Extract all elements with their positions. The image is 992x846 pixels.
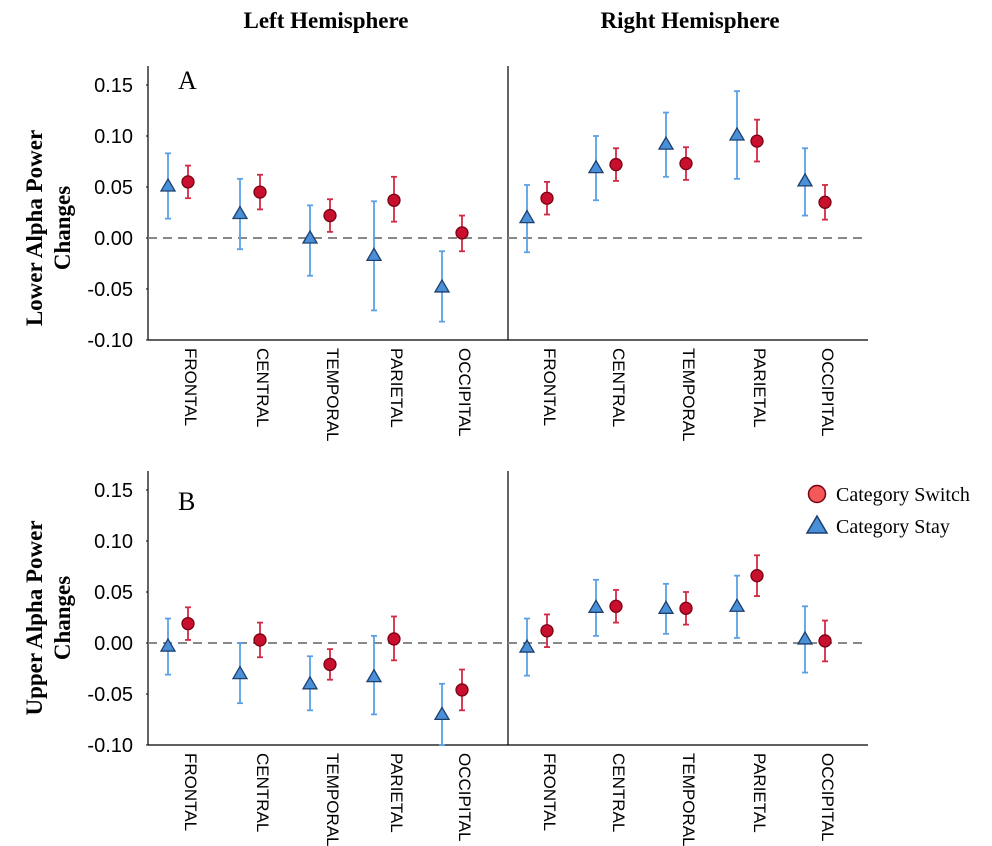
panel-a-ytick-label: -0.05 <box>87 279 133 301</box>
right-hemisphere-header: Right Hemisphere <box>600 8 779 33</box>
panel-a-left-switch-frontal-marker <box>181 175 195 189</box>
panel-a-left-xtick-occipital: OCCIPITAL <box>455 348 474 436</box>
panel-a-right-switch-temporal-marker <box>679 156 693 171</box>
panel-b-right-xtick-central: CENTRAL <box>609 753 628 832</box>
panel-a-left-stay-central-marker <box>231 205 249 220</box>
panel-b-left-xtick-occipital: OCCIPITAL <box>455 753 474 841</box>
legend-switch-marker <box>807 484 827 504</box>
panel-b-left-stay-parietal-marker <box>365 668 383 683</box>
panel-b-left-switch-occipital-marker <box>455 683 469 697</box>
panel-a-left-stay-parietal-marker <box>365 247 383 261</box>
panel-b-right-xtick-frontal: FRONTAL <box>540 753 559 831</box>
panel-b-right-xtick-temporal: TEMPORAL <box>679 753 698 846</box>
panel-a-right-switch-frontal-marker <box>540 191 554 205</box>
panel-b-left-switch-parietal-marker <box>387 632 401 646</box>
panel-a-left-stay-occipital-marker <box>433 278 451 293</box>
panel-a-left-stay-temporal-marker <box>301 229 319 244</box>
panel-b-left-stay-central-marker <box>231 665 249 680</box>
legend: Category Switch Category Stay <box>805 484 970 538</box>
panel-a-right-xtick-central: CENTRAL <box>609 348 628 427</box>
panel-a-left-xtick-frontal: FRONTAL <box>181 348 200 426</box>
panel-b-left-stay-frontal-marker <box>159 637 177 652</box>
legend-stay-marker <box>805 514 829 534</box>
panel-b-right-switch-frontal-marker <box>540 624 554 638</box>
panel-a-right-xtick-occipital: OCCIPITAL <box>818 348 837 436</box>
panel-a-left-switch-occipital-marker <box>455 226 469 240</box>
panel-b-left-stay-temporal-marker <box>301 675 319 690</box>
panel-b-right-xtick-occipital: OCCIPITAL <box>818 753 837 841</box>
panel-b-right-stay-temporal-marker <box>657 600 675 614</box>
panel-b-right-stay-frontal-marker <box>518 638 536 653</box>
panel-b-right-switch-parietal-marker <box>750 569 764 583</box>
panel-a-right-xtick-temporal: TEMPORAL <box>679 348 698 442</box>
panel-b-right-xtick-parietal: PARIETAL <box>750 753 769 833</box>
panel-a-left-xtick-temporal: TEMPORAL <box>323 348 342 442</box>
left-hemisphere-header: Left Hemisphere <box>243 8 408 33</box>
panel-b-left-switch-frontal-marker <box>181 616 195 631</box>
panel-a-right-switch-parietal-marker <box>750 134 764 148</box>
panel-b-label: B <box>178 487 195 516</box>
panel-b-left-switch-temporal-marker <box>323 657 337 672</box>
panel-b-plot: 0.15 0.10 0.05 0.00 -0.05 -0.10 FRONTAL CENTRAL… <box>87 471 868 846</box>
panel-a-right-stay-central-marker <box>587 159 605 174</box>
legend-item-stay: Category Stay <box>805 514 950 538</box>
panel-a-ytick-label: 0.15 <box>94 75 133 97</box>
panel-b-right-switch-occipital-marker <box>818 634 832 648</box>
panel-a-left-stay-frontal-marker <box>159 177 177 192</box>
panel-a-plot: 0.15 0.10 0.05 0.00 -0.05 -0.10 FRONTAL CENTRAL… <box>87 66 868 442</box>
panel-a-ytick-label: 0.05 <box>94 177 133 199</box>
panel-a-left-switch-temporal-marker <box>323 208 337 223</box>
panel-b-left-xtick-frontal: FRONTAL <box>181 753 200 831</box>
panel-a-ytick-label: 0.10 <box>94 126 133 148</box>
panel-b-left-xtick-parietal: PARIETAL <box>387 753 406 833</box>
panel-a-ytick-label: 0.00 <box>94 228 133 250</box>
panel-a-right-stay-occipital-marker <box>796 172 814 187</box>
panel-b-ytick-label: 0.10 <box>94 531 133 553</box>
panel-b-left-stay-occipital-marker <box>433 706 451 721</box>
panel-b-ytick-label: -0.10 <box>87 735 133 757</box>
panel-a-left-switch-central-marker <box>253 185 267 199</box>
panel-b-left-xtick-central: CENTRAL <box>253 753 272 832</box>
panel-b-right-stay-parietal-marker <box>728 597 746 612</box>
legend-item-switch: Category Switch <box>807 484 970 506</box>
panel-a-left-xtick-central: CENTRAL <box>253 348 272 427</box>
legend-stay-label: Category Stay <box>836 516 950 538</box>
panel-a-left-switch-parietal-marker <box>387 193 401 207</box>
legend-switch-label: Category Switch <box>836 484 970 506</box>
panel-a-label: A <box>178 66 197 95</box>
panel-a-right-switch-central-marker <box>609 157 623 172</box>
panel-a-right-stay-temporal-marker <box>657 135 675 150</box>
panel-a-left-xtick-parietal: PARIETAL <box>387 348 406 428</box>
panel-a-right-xtick-frontal: FRONTAL <box>540 348 559 426</box>
panel-a-right-xtick-parietal: PARIETAL <box>750 348 769 428</box>
panel-b-ytick-label: 0.00 <box>94 633 133 655</box>
panel-b-ytick-label: 0.15 <box>94 480 133 502</box>
panel-b-ylabel-line2: Changes <box>50 576 75 660</box>
panel-a-ylabel-line2: Changes <box>50 186 75 270</box>
panel-b-ylabel: Upper Alpha Power Changes <box>22 520 75 715</box>
panel-a-ylabel-line1: Lower Alpha Power <box>22 130 47 326</box>
panel-a-right-stay-frontal-marker <box>518 209 536 224</box>
panel-b-right-switch-central-marker <box>609 599 623 613</box>
panel-a-ylabel: Lower Alpha Power Changes <box>22 130 75 326</box>
panel-a-ytick-label: -0.10 <box>87 330 133 352</box>
panel-b-ylabel-line1: Upper Alpha Power <box>22 520 47 715</box>
panel-b-left-switch-central-marker <box>253 633 267 647</box>
panel-b-right-stay-occipital-marker <box>796 630 814 645</box>
panel-b-ytick-label: 0.05 <box>94 582 133 604</box>
panel-a-right-switch-occipital-marker <box>818 195 832 209</box>
panel-a-right-stay-parietal-marker <box>728 126 746 141</box>
panel-b-left-xtick-temporal: TEMPORAL <box>323 753 342 846</box>
panel-b-right-switch-temporal-marker <box>679 601 693 615</box>
panel-b-ytick-label: -0.05 <box>87 684 133 706</box>
panel-b-right-stay-central-marker <box>587 599 605 613</box>
